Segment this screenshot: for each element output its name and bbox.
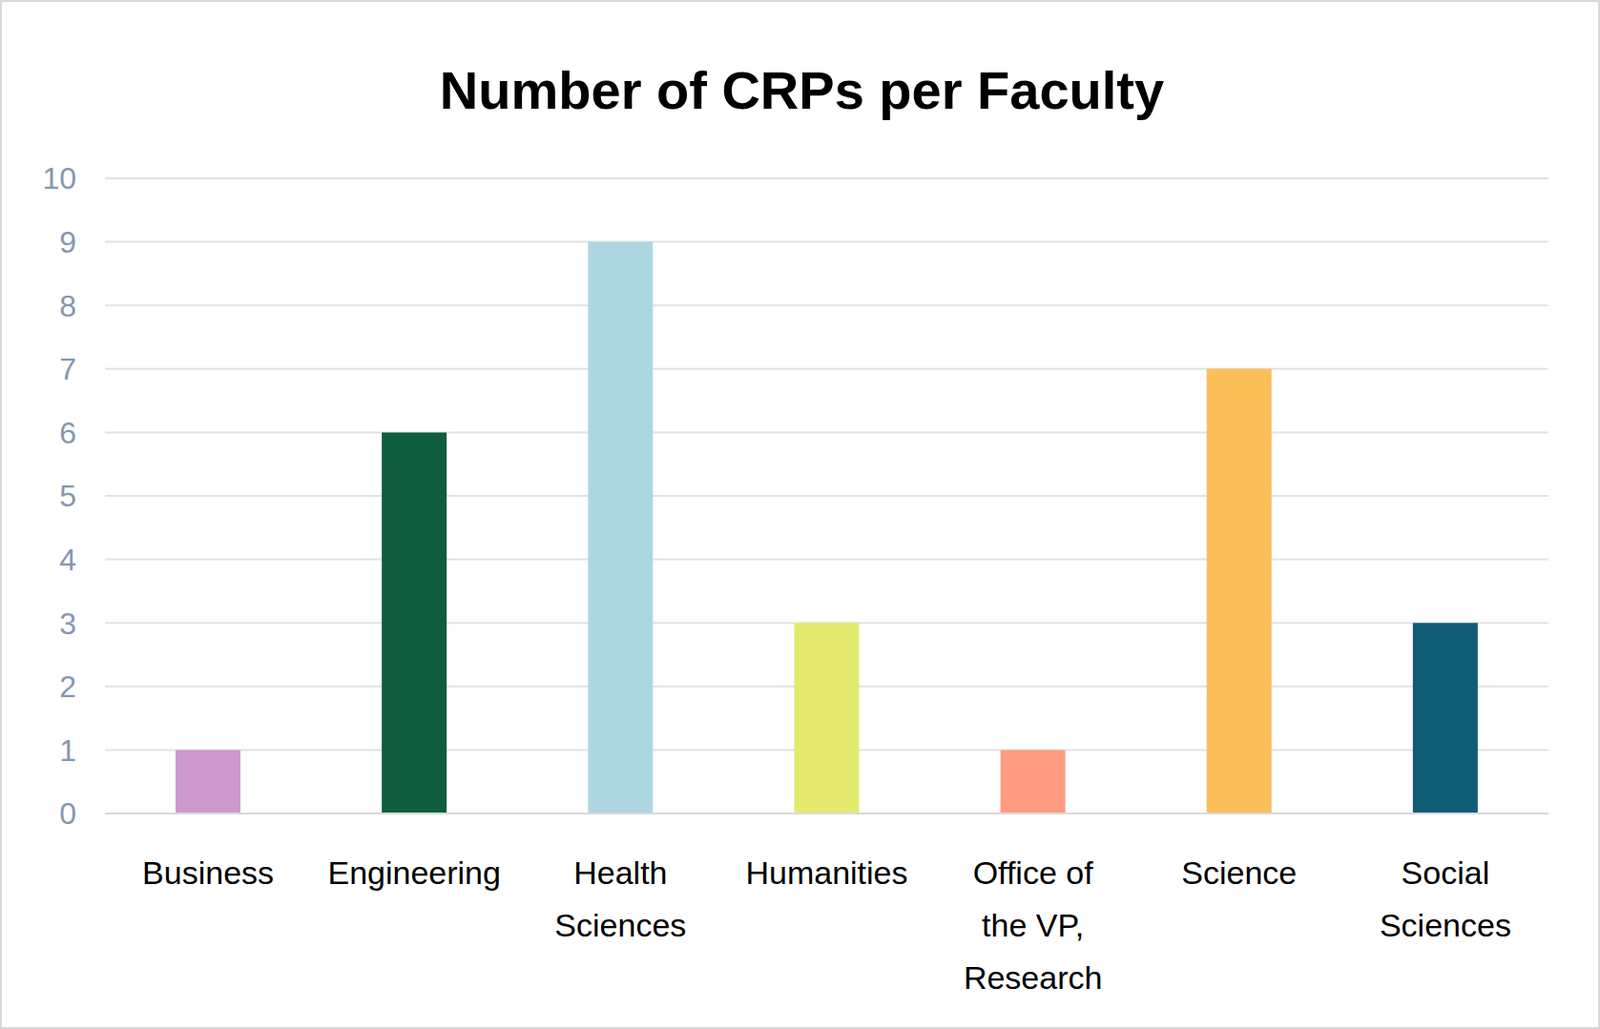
svg-text:Office ofthe VP,Research: Office ofthe VP,Research — [963, 854, 1103, 997]
svg-text:3: 3 — [59, 606, 77, 642]
svg-text:8: 8 — [59, 289, 77, 324]
svg-text:HealthSciences: HealthSciences — [554, 854, 686, 944]
svg-text:SocialSciences: SocialSciences — [1379, 854, 1512, 944]
svg-text:2: 2 — [59, 669, 77, 705]
svg-text:Business: Business — [142, 854, 274, 892]
svg-text:Engineering: Engineering — [327, 854, 500, 892]
svg-text:6: 6 — [59, 415, 77, 451]
svg-text:1: 1 — [59, 733, 77, 769]
svg-text:10: 10 — [41, 161, 77, 196]
svg-text:7: 7 — [59, 352, 77, 387]
svg-text:Science: Science — [1181, 854, 1297, 892]
html-text:Number of CRPs per Faculty: Number of CRPs per Faculty — [439, 60, 1165, 121]
svg-text:Humanities: Humanities — [745, 854, 908, 892]
svg-text:9: 9 — [59, 225, 77, 260]
svg-text:5: 5 — [59, 478, 77, 514]
svg-text:0: 0 — [59, 796, 77, 832]
svg-text:4: 4 — [59, 542, 77, 578]
